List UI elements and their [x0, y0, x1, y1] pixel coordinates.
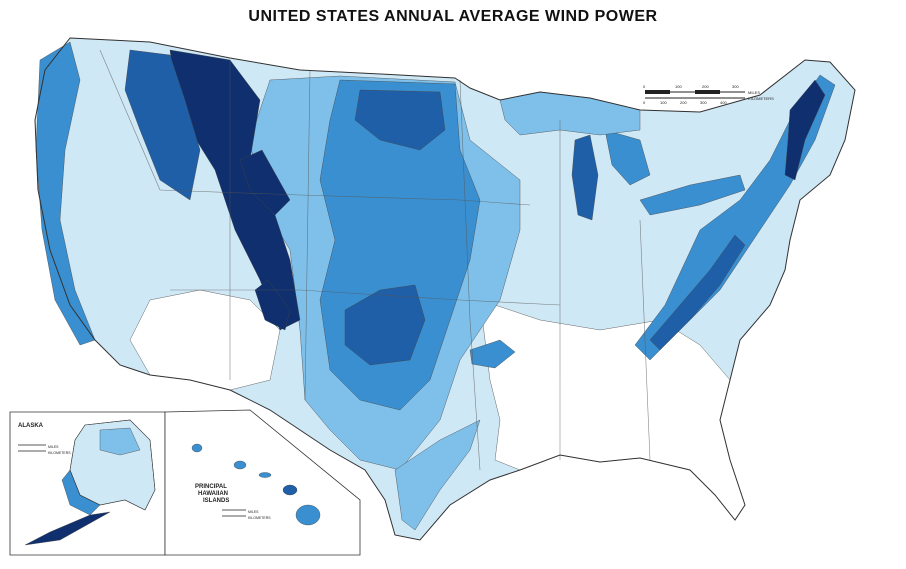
main-scale-bar: 0 100 200 300 MILES 0 100 200 300 400 KI… — [643, 84, 774, 105]
alaska-label: ALASKA — [18, 423, 44, 429]
hawaii-island-kauai — [191, 443, 203, 453]
hawaii-island-molokai — [258, 472, 272, 478]
lake-michigan — [571, 134, 599, 221]
hawaii-label-line3: ISLANDS — [203, 498, 229, 504]
main-scale-km-1: 100 — [660, 100, 667, 105]
main-scale-miles-label: MILES — [748, 90, 760, 95]
main-scale-km-3: 300 — [700, 100, 707, 105]
alaska-inset: ALASKA MILES KILOMETERS — [9, 411, 166, 556]
alaska-scale-km: KILOMETERS — [48, 451, 71, 455]
plains-class5-south — [344, 284, 426, 366]
lake-huron — [604, 129, 651, 186]
hawaii-island-maui — [282, 484, 298, 496]
plains-class5-north — [354, 89, 446, 151]
rockies-class5 — [124, 49, 201, 201]
state-boundaries — [99, 49, 651, 471]
hawaii-label-line1: PRINCIPAL — [195, 484, 227, 490]
new-england-class6 — [784, 79, 826, 181]
gulf-coast-class3 — [394, 419, 481, 531]
map-title: UNITED STATES ANNUAL AVERAGE WIND POWER — [248, 8, 658, 25]
main-scale-miles-1: 100 — [675, 84, 682, 89]
alaska-class3 — [99, 427, 141, 456]
appalachian-class5 — [649, 234, 746, 351]
alaska-peninsula — [24, 511, 111, 546]
main-scale-km-2: 200 — [680, 100, 687, 105]
appalachian-class4 — [634, 74, 836, 361]
hawaii-label-line2: HAWAIIAN — [198, 491, 228, 497]
west-class1-region — [129, 289, 281, 391]
main-scale-km-label: KILOMETERS — [748, 96, 774, 101]
main-scale-km-0: 0 — [643, 100, 646, 105]
main-scale-miles-0: 0 — [643, 84, 646, 89]
hawaii-island-oahu — [233, 460, 247, 470]
us-outline — [34, 37, 856, 541]
main-scale-km-4: 400 — [720, 100, 727, 105]
colorado-class6-streak — [254, 279, 291, 331]
lake-erie-ontario — [639, 174, 746, 216]
ozark-class4 — [469, 339, 516, 369]
hawaii-island-big — [295, 504, 321, 526]
hawaii-scale-miles: MILES — [248, 510, 259, 514]
main-scale-miles-2: 200 — [702, 84, 709, 89]
great-lakes-class3 — [499, 91, 641, 136]
main-scale-miles-3: 300 — [732, 84, 739, 89]
alaska-outline — [69, 419, 156, 511]
wyoming-class6-streak — [239, 149, 291, 216]
hawaii-inset: PRINCIPAL HAWAIIAN ISLANDS MILES KILOMET… — [164, 409, 361, 556]
alaska-scale-miles: MILES — [48, 445, 59, 449]
west-coast-class4 — [35, 41, 96, 346]
hawaii-scale-km: KILOMETERS — [248, 516, 271, 520]
